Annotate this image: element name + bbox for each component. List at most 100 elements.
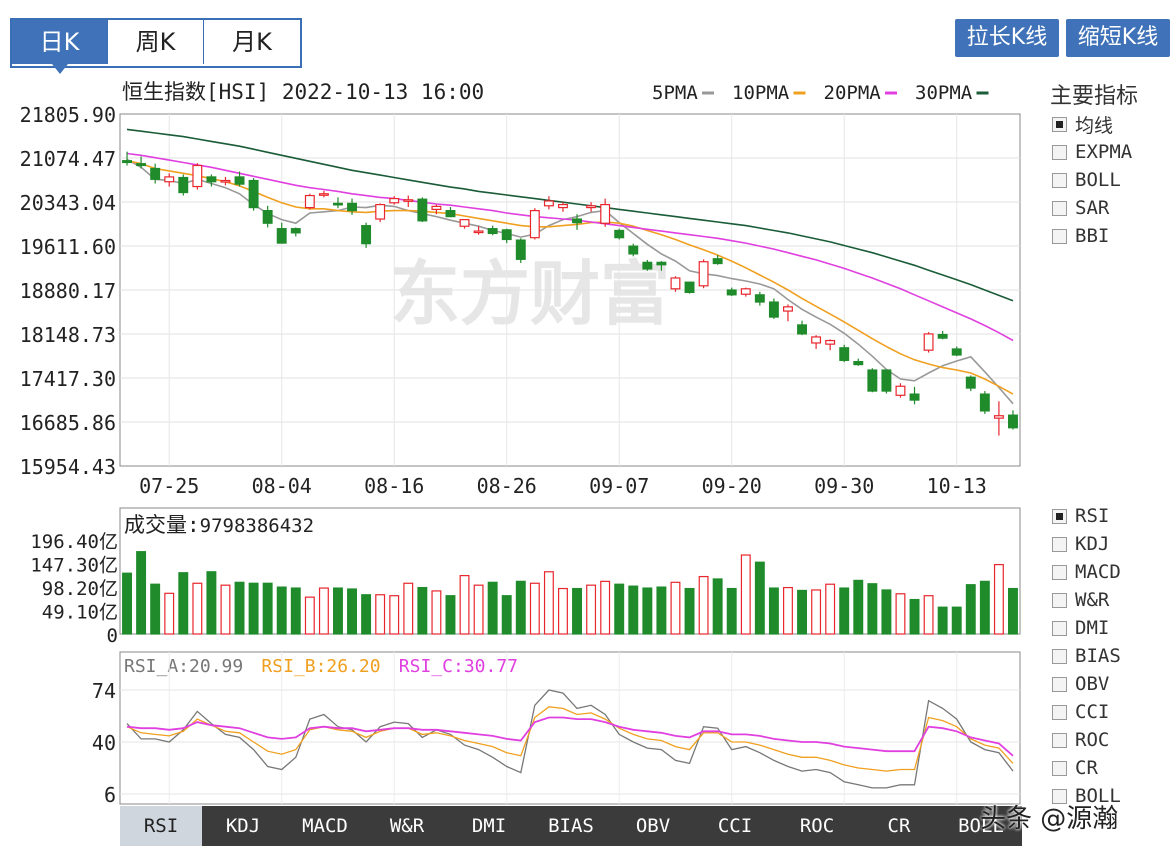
rsi-legend: RSI_A:20.99 RSI_B:26.20 RSI_C:30.77 <box>124 656 518 677</box>
tab-cr[interactable]: CR <box>887 815 911 837</box>
checkbox-icon[interactable] <box>1052 676 1067 692</box>
rsi-line-rsi_c <box>126 716 1014 757</box>
volume-bar <box>248 582 259 635</box>
ma-line-30pma <box>126 128 1014 302</box>
volume-bar <box>811 589 822 635</box>
tab-boll[interactable]: BOLL <box>958 815 1004 837</box>
volume-bar <box>220 584 231 635</box>
candlestick <box>347 198 357 215</box>
checkbox-icon[interactable] <box>1052 508 1067 524</box>
x-tick-label: 08-04 <box>252 474 312 498</box>
candlestick <box>754 291 765 306</box>
tab-dmi[interactable]: DMI <box>471 815 507 837</box>
checkbox-icon[interactable] <box>1052 564 1067 580</box>
volume-bar <box>276 586 287 635</box>
sub-indicator-boll[interactable]: BOLL <box>1052 782 1121 810</box>
checkbox-icon[interactable] <box>1052 648 1067 664</box>
x-tick-label: 09-30 <box>814 474 874 498</box>
tab-cci[interactable]: CCI <box>717 815 753 837</box>
shorten-k-button[interactable]: 缩短K线 <box>1066 19 1170 57</box>
candlestick <box>375 203 386 223</box>
tab-monthly-k[interactable]: 月K <box>232 28 272 56</box>
checkbox-icon[interactable] <box>1052 172 1067 188</box>
sub-indicator-roc[interactable]: ROC <box>1052 726 1121 754</box>
checkbox-icon[interactable] <box>1052 788 1067 804</box>
volume-bar <box>698 575 709 635</box>
indicator-sar[interactable]: SAR <box>1052 194 1132 222</box>
volume-y-tick: 49.10亿 <box>42 602 118 624</box>
candlestick <box>318 190 329 198</box>
checkbox-icon[interactable] <box>1052 732 1067 748</box>
checkbox-icon[interactable] <box>1052 760 1067 776</box>
indicator-boll[interactable]: BOLL <box>1052 166 1132 194</box>
checkbox-icon[interactable] <box>1052 116 1067 132</box>
candlestick <box>797 320 807 336</box>
sub-indicator-kdj[interactable]: KDJ <box>1052 530 1121 558</box>
sub-indicator-bias[interactable]: BIAS <box>1052 642 1121 670</box>
volume-bar <box>839 587 850 635</box>
tab-rsi[interactable]: RSI <box>120 806 202 846</box>
rsi-legend-label: RSI_A:20.99 <box>124 656 243 677</box>
sub-indicator-macd[interactable]: MACD <box>1052 558 1121 586</box>
candlestick <box>206 174 217 187</box>
candlestick <box>262 205 273 228</box>
tab-obv[interactable]: OBV <box>635 815 671 837</box>
indicator-ma[interactable]: 均线 <box>1052 110 1132 138</box>
sub-indicator-cr[interactable]: CR <box>1052 754 1121 782</box>
candlestick <box>979 391 990 414</box>
checkbox-icon[interactable] <box>1052 144 1067 160</box>
checkbox-icon[interactable] <box>1052 620 1067 636</box>
candlestick <box>487 225 498 236</box>
sub-indicator-cci[interactable]: CCI <box>1052 698 1121 726</box>
candlestick <box>473 226 484 235</box>
candlestick <box>768 298 779 319</box>
sub-indicator-wr[interactable]: W&R <box>1052 586 1121 614</box>
checkbox-icon[interactable] <box>1052 536 1067 552</box>
tab-weekly-k[interactable]: 周K <box>108 20 204 64</box>
y-tick-label: 19611.60 <box>20 235 116 259</box>
checkbox-icon[interactable] <box>1052 592 1067 608</box>
y-tick-label: 20343.04 <box>20 191 116 215</box>
candlestick <box>220 176 231 186</box>
volume-bar <box>768 587 779 635</box>
indicator-label: CCI <box>1075 701 1110 723</box>
rsi-line-rsi_a <box>126 689 1014 789</box>
candlestick <box>417 197 428 223</box>
candlestick <box>572 214 582 230</box>
indicator-label: 均线 <box>1075 114 1114 137</box>
volume-bar <box>951 606 962 635</box>
candlestick <box>389 196 400 205</box>
candlestick <box>290 227 301 237</box>
volume-bar <box>515 580 526 635</box>
tab-kdj[interactable]: KDJ <box>225 815 261 837</box>
sub-indicator-rsi[interactable]: RSI <box>1052 502 1121 530</box>
candlestick <box>614 228 625 240</box>
volume-bar <box>136 551 147 635</box>
y-tick-label: 18880.17 <box>20 279 116 303</box>
indicator-expma[interactable]: EXPMA <box>1052 138 1132 166</box>
checkbox-icon[interactable] <box>1052 200 1067 216</box>
x-tick-label: 07-25 <box>139 474 199 498</box>
sub-indicator-obv[interactable]: OBV <box>1052 670 1121 698</box>
indicator-bbi[interactable]: BBI <box>1052 222 1132 250</box>
candlestick <box>558 202 568 212</box>
indicator-label: EXPMA <box>1075 141 1133 163</box>
lengthen-k-button[interactable]: 拉长K线 <box>955 19 1059 57</box>
tab-macd[interactable]: MACD <box>302 815 348 837</box>
y-tick-label: 21074.47 <box>20 147 116 171</box>
candlestick <box>853 358 864 366</box>
volume-bar <box>122 572 132 635</box>
tab-bias[interactable]: BIAS <box>548 815 594 837</box>
indicator-label: BOLL <box>1075 169 1121 191</box>
volume-bar <box>867 583 878 635</box>
checkbox-icon[interactable] <box>1052 228 1067 244</box>
checkbox-icon[interactable] <box>1052 704 1067 720</box>
tab-wr[interactable]: W&R <box>389 815 425 837</box>
candlestick <box>628 243 639 257</box>
sub-indicator-dmi[interactable]: DMI <box>1052 614 1121 642</box>
candlestick <box>150 163 161 184</box>
volume-bar <box>572 587 582 635</box>
candlestick <box>515 238 526 263</box>
tab-roc[interactable]: ROC <box>799 815 835 837</box>
tab-daily-k[interactable]: 日K <box>12 20 108 74</box>
